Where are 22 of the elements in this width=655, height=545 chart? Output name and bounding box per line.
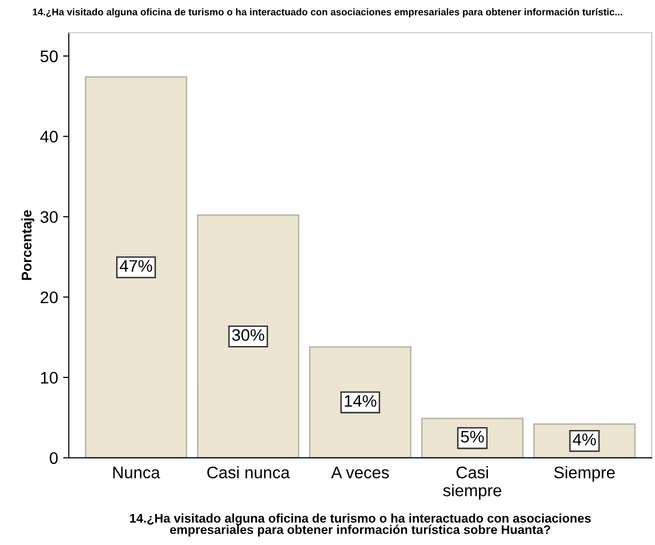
data-label: 5% bbox=[460, 430, 484, 443]
y-axis-title: Porcentaje bbox=[21, 210, 34, 280]
data-label: 47% bbox=[120, 260, 152, 272]
y-tick-label: 50 bbox=[40, 50, 58, 62]
data-label: 30% bbox=[232, 329, 264, 341]
y-tick-label: 10 bbox=[41, 372, 58, 384]
x-tick-label: Siempre bbox=[554, 466, 615, 482]
y-tick-label: 0 bbox=[50, 452, 58, 464]
data-label: 14% bbox=[344, 395, 376, 407]
chart-title: 14.¿Ha visitado alguna oficina de turismo o ha interactuado con asociaciones empresariales para obtener información turístic... bbox=[32, 8, 622, 18]
bar bbox=[197, 214, 300, 458]
data-label: 4% bbox=[572, 434, 596, 446]
x-tick-label: Nunca bbox=[113, 466, 160, 478]
x-tick-label: A veces bbox=[331, 466, 389, 478]
x-tick-label: Casi nunca bbox=[207, 466, 290, 478]
x-axis-title: 14.¿Ha visitado alguna oficina de turismo o ha interactuado con asociaciones empresariales para obtener información turística sobre Huanta? bbox=[130, 514, 591, 537]
bar bbox=[84, 76, 188, 458]
x-tick-label: Casi siempre bbox=[443, 466, 502, 500]
y-tick-label: 40 bbox=[40, 130, 58, 143]
y-tick-label: 20 bbox=[40, 291, 58, 304]
bar bbox=[309, 346, 412, 458]
y-tick-label: 30 bbox=[40, 211, 58, 223]
